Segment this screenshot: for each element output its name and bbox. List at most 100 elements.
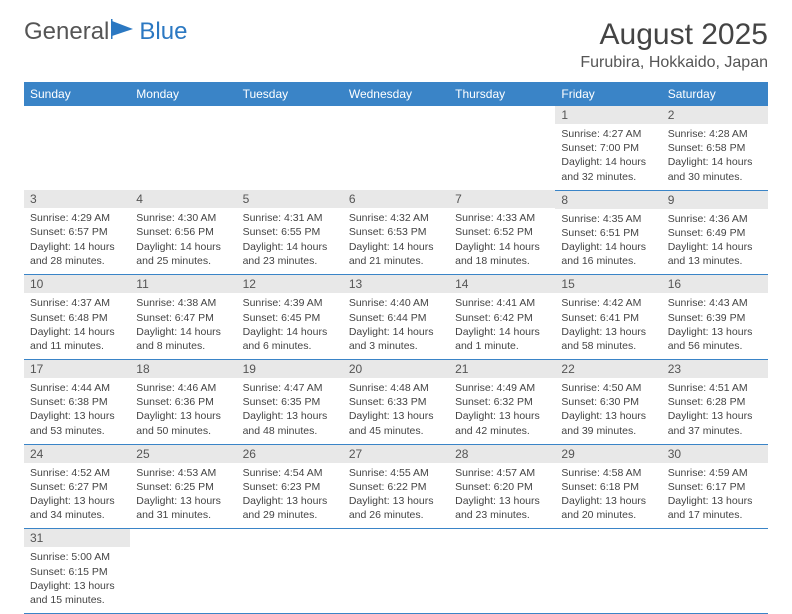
day-number: 22	[555, 360, 661, 378]
day-details: Sunrise: 4:58 AMSunset: 6:18 PMDaylight:…	[555, 463, 661, 529]
day-number: 23	[662, 360, 768, 378]
day-number: 11	[130, 275, 236, 293]
calendar-cell-empty	[449, 529, 555, 614]
sunset-line: Sunset: 6:58 PM	[668, 141, 762, 155]
day-details: Sunrise: 4:54 AMSunset: 6:23 PMDaylight:…	[237, 463, 343, 529]
day-details: Sunrise: 4:28 AMSunset: 6:58 PMDaylight:…	[662, 124, 768, 190]
daylight-line: Daylight: 13 hours and 29 minutes.	[243, 494, 337, 522]
day-details: Sunrise: 4:50 AMSunset: 6:30 PMDaylight:…	[555, 378, 661, 444]
day-details: Sunrise: 4:36 AMSunset: 6:49 PMDaylight:…	[662, 209, 768, 275]
daylight-line: Daylight: 14 hours and 8 minutes.	[136, 325, 230, 353]
calendar-cell: 7Sunrise: 4:33 AMSunset: 6:52 PMDaylight…	[449, 190, 555, 275]
sunset-line: Sunset: 6:36 PM	[136, 395, 230, 409]
header: General Blue August 2025 Furubira, Hokka…	[24, 18, 768, 72]
day-details: Sunrise: 4:35 AMSunset: 6:51 PMDaylight:…	[555, 209, 661, 275]
calendar-cell-empty	[24, 106, 130, 190]
sunset-line: Sunset: 6:23 PM	[243, 480, 337, 494]
sunrise-line: Sunrise: 4:52 AM	[30, 466, 124, 480]
calendar-cell: 26Sunrise: 4:54 AMSunset: 6:23 PMDayligh…	[237, 444, 343, 529]
calendar-cell: 29Sunrise: 4:58 AMSunset: 6:18 PMDayligh…	[555, 444, 661, 529]
calendar-row: 24Sunrise: 4:52 AMSunset: 6:27 PMDayligh…	[24, 444, 768, 529]
day-number: 21	[449, 360, 555, 378]
day-number: 30	[662, 445, 768, 463]
daylight-line: Daylight: 14 hours and 23 minutes.	[243, 240, 337, 268]
calendar-row: 1Sunrise: 4:27 AMSunset: 7:00 PMDaylight…	[24, 106, 768, 190]
page-title: August 2025	[580, 18, 768, 52]
calendar-cell: 4Sunrise: 4:30 AMSunset: 6:56 PMDaylight…	[130, 190, 236, 275]
calendar-cell-empty	[130, 529, 236, 614]
sunrise-line: Sunrise: 4:59 AM	[668, 466, 762, 480]
day-details: Sunrise: 4:53 AMSunset: 6:25 PMDaylight:…	[130, 463, 236, 529]
sunrise-line: Sunrise: 4:47 AM	[243, 381, 337, 395]
day-number: 16	[662, 275, 768, 293]
day-number: 10	[24, 275, 130, 293]
daylight-line: Daylight: 13 hours and 42 minutes.	[455, 409, 549, 437]
day-number: 26	[237, 445, 343, 463]
calendar-cell: 19Sunrise: 4:47 AMSunset: 6:35 PMDayligh…	[237, 360, 343, 445]
calendar-cell: 25Sunrise: 4:53 AMSunset: 6:25 PMDayligh…	[130, 444, 236, 529]
sunrise-line: Sunrise: 4:51 AM	[668, 381, 762, 395]
sunrise-line: Sunrise: 4:48 AM	[349, 381, 443, 395]
daylight-line: Daylight: 14 hours and 3 minutes.	[349, 325, 443, 353]
title-block: August 2025 Furubira, Hokkaido, Japan	[580, 18, 768, 72]
sunrise-line: Sunrise: 4:37 AM	[30, 296, 124, 310]
sunrise-line: Sunrise: 4:30 AM	[136, 211, 230, 225]
calendar-cell: 5Sunrise: 4:31 AMSunset: 6:55 PMDaylight…	[237, 190, 343, 275]
day-number: 14	[449, 275, 555, 293]
day-details: Sunrise: 4:43 AMSunset: 6:39 PMDaylight:…	[662, 293, 768, 359]
day-details: Sunrise: 4:32 AMSunset: 6:53 PMDaylight:…	[343, 208, 449, 274]
day-details: Sunrise: 4:27 AMSunset: 7:00 PMDaylight:…	[555, 124, 661, 190]
daylight-line: Daylight: 13 hours and 50 minutes.	[136, 409, 230, 437]
calendar-cell: 9Sunrise: 4:36 AMSunset: 6:49 PMDaylight…	[662, 190, 768, 275]
day-details: Sunrise: 4:38 AMSunset: 6:47 PMDaylight:…	[130, 293, 236, 359]
day-details: Sunrise: 4:42 AMSunset: 6:41 PMDaylight:…	[555, 293, 661, 359]
calendar-row: 3Sunrise: 4:29 AMSunset: 6:57 PMDaylight…	[24, 190, 768, 275]
sunrise-line: Sunrise: 4:31 AM	[243, 211, 337, 225]
logo: General Blue	[24, 18, 187, 46]
sunrise-line: Sunrise: 4:58 AM	[561, 466, 655, 480]
calendar-cell-empty	[343, 529, 449, 614]
calendar-cell: 28Sunrise: 4:57 AMSunset: 6:20 PMDayligh…	[449, 444, 555, 529]
daylight-line: Daylight: 14 hours and 18 minutes.	[455, 240, 549, 268]
calendar-cell: 13Sunrise: 4:40 AMSunset: 6:44 PMDayligh…	[343, 275, 449, 360]
day-number: 31	[24, 529, 130, 547]
calendar-cell-empty	[130, 106, 236, 190]
sunrise-line: Sunrise: 4:29 AM	[30, 211, 124, 225]
day-details: Sunrise: 4:52 AMSunset: 6:27 PMDaylight:…	[24, 463, 130, 529]
sunset-line: Sunset: 6:39 PM	[668, 311, 762, 325]
calendar-cell: 31Sunrise: 5:00 AMSunset: 6:15 PMDayligh…	[24, 529, 130, 614]
sunrise-line: Sunrise: 4:50 AM	[561, 381, 655, 395]
day-details: Sunrise: 4:59 AMSunset: 6:17 PMDaylight:…	[662, 463, 768, 529]
sunset-line: Sunset: 6:53 PM	[349, 225, 443, 239]
location: Furubira, Hokkaido, Japan	[580, 54, 768, 72]
calendar-row: 10Sunrise: 4:37 AMSunset: 6:48 PMDayligh…	[24, 275, 768, 360]
weekday-header: Sunday	[24, 82, 130, 106]
calendar-cell: 18Sunrise: 4:46 AMSunset: 6:36 PMDayligh…	[130, 360, 236, 445]
day-details: Sunrise: 4:55 AMSunset: 6:22 PMDaylight:…	[343, 463, 449, 529]
sunset-line: Sunset: 6:33 PM	[349, 395, 443, 409]
daylight-line: Daylight: 13 hours and 31 minutes.	[136, 494, 230, 522]
sunset-line: Sunset: 6:32 PM	[455, 395, 549, 409]
day-number: 9	[662, 191, 768, 209]
sunrise-line: Sunrise: 4:57 AM	[455, 466, 549, 480]
calendar-cell: 12Sunrise: 4:39 AMSunset: 6:45 PMDayligh…	[237, 275, 343, 360]
day-number: 28	[449, 445, 555, 463]
sunrise-line: Sunrise: 4:54 AM	[243, 466, 337, 480]
daylight-line: Daylight: 13 hours and 45 minutes.	[349, 409, 443, 437]
flag-icon	[111, 18, 137, 46]
day-number: 24	[24, 445, 130, 463]
sunset-line: Sunset: 6:18 PM	[561, 480, 655, 494]
day-details: Sunrise: 4:33 AMSunset: 6:52 PMDaylight:…	[449, 208, 555, 274]
calendar-row: 31Sunrise: 5:00 AMSunset: 6:15 PMDayligh…	[24, 529, 768, 614]
sunrise-line: Sunrise: 4:49 AM	[455, 381, 549, 395]
sunrise-line: Sunrise: 4:38 AM	[136, 296, 230, 310]
daylight-line: Daylight: 13 hours and 17 minutes.	[668, 494, 762, 522]
calendar-row: 17Sunrise: 4:44 AMSunset: 6:38 PMDayligh…	[24, 360, 768, 445]
day-number: 2	[662, 106, 768, 124]
calendar-body: 1Sunrise: 4:27 AMSunset: 7:00 PMDaylight…	[24, 106, 768, 614]
logo-text-2: Blue	[139, 18, 187, 46]
sunrise-line: Sunrise: 4:32 AM	[349, 211, 443, 225]
sunrise-line: Sunrise: 4:46 AM	[136, 381, 230, 395]
day-number: 1	[555, 106, 661, 124]
day-details: Sunrise: 4:57 AMSunset: 6:20 PMDaylight:…	[449, 463, 555, 529]
